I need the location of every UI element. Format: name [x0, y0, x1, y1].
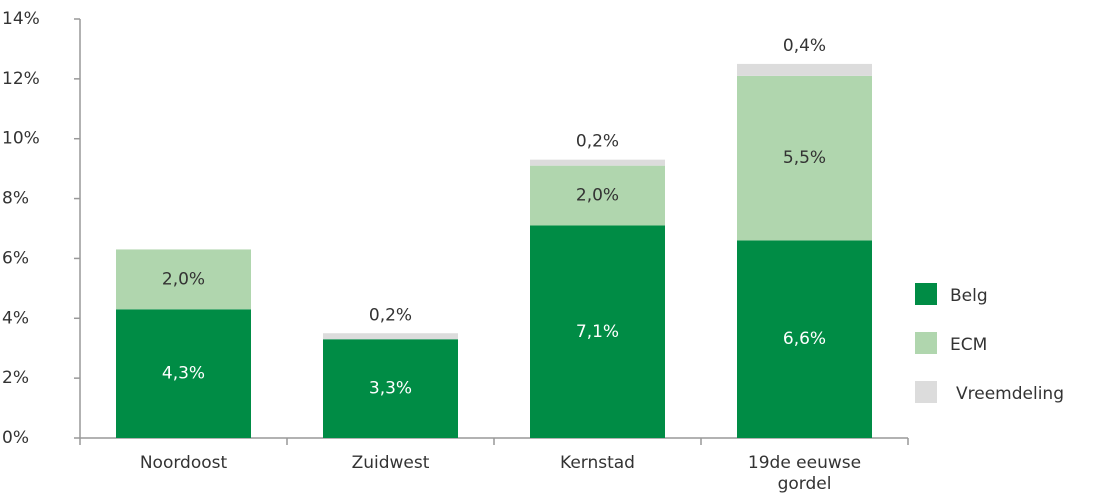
- bar-segment: [737, 75, 872, 241]
- data-label: 0,4%: [783, 36, 826, 56]
- legend-label: Vreemdeling: [956, 384, 1064, 404]
- y-tick-label: 6%: [2, 248, 29, 268]
- y-tick-label: 8%: [2, 189, 29, 209]
- x-tick-label: Kernstad: [560, 453, 635, 473]
- legend-label: ECM: [950, 335, 987, 355]
- x-tick-label: 19de eeuwse gordel: [747, 453, 862, 494]
- y-tick-label: 0%: [2, 428, 29, 448]
- data-label: 3,3%: [369, 379, 412, 399]
- bar-segment: [116, 309, 251, 438]
- y-tick-label: 10%: [2, 129, 40, 149]
- data-label: 5,5%: [783, 148, 826, 168]
- bar-segment: [530, 165, 665, 226]
- data-label: 7,1%: [576, 322, 619, 342]
- legend-swatch: [915, 283, 937, 305]
- y-tick-label: 14%: [2, 9, 40, 29]
- y-tick-label: 12%: [2, 69, 40, 89]
- x-tick-label: Zuidwest: [351, 453, 430, 473]
- x-tick-label: Noordoost: [139, 453, 228, 473]
- bar-segment: [737, 240, 872, 438]
- bar-segment: [737, 63, 872, 76]
- y-tick-label: 4%: [2, 308, 29, 328]
- data-label: 6,6%: [783, 329, 826, 349]
- legend-swatch: [915, 332, 937, 354]
- data-label: 2,0%: [576, 186, 619, 206]
- bar-segment: [530, 159, 665, 166]
- legend-label: Belg: [950, 286, 988, 306]
- bar-segment: [323, 333, 458, 340]
- bar-segment: [323, 339, 458, 438]
- y-tick-label: 2%: [2, 368, 29, 388]
- data-label: 4,3%: [162, 364, 205, 384]
- bar-segment: [530, 225, 665, 438]
- data-label: 0,2%: [576, 132, 619, 152]
- data-label: 2,0%: [162, 269, 205, 289]
- data-label: 0,2%: [369, 305, 412, 325]
- legend-swatch: [915, 381, 937, 403]
- bar-segment: [116, 249, 251, 310]
